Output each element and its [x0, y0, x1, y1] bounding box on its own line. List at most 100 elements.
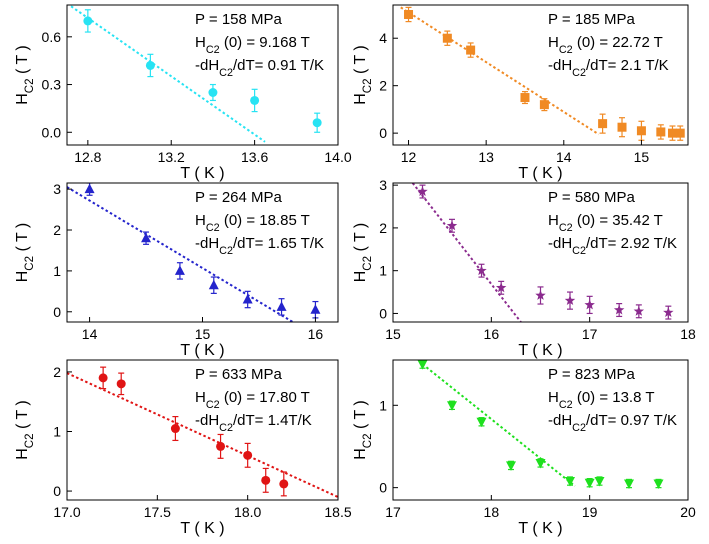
data-point: [613, 304, 625, 315]
data-point: [243, 450, 253, 460]
annotation-3: -dHC2/dT= 0.97 T/K: [548, 412, 677, 434]
annotation-3: -dHC2/dT= 2.92 T/K: [548, 235, 677, 257]
x-axis-title: T ( K ): [518, 520, 562, 537]
annotation-2: HC2 (0) = 17.80 T: [195, 389, 310, 411]
data-point: [276, 301, 287, 311]
panel-5: 17.0 17.5 18.0 18.5 0 1 2 T ( K ) HC2 ( T ) P = 6…: [14, 359, 352, 537]
data-point: [116, 379, 126, 389]
panel-3: 14 15 16 0 1 2 3 T ( K ) HC2 ( T ) P = 264 MPa HC2…: [14, 181, 339, 359]
data-point: [404, 9, 414, 19]
y-tick-label: 0: [379, 125, 387, 141]
data-point: [636, 126, 646, 136]
data-point: [208, 88, 218, 97]
x-axis-title: T ( K ): [180, 342, 224, 359]
data-point: [466, 45, 476, 55]
panel-2: 12 13 14 15 0 2 4 T ( K ) HC2 ( T ) P = 185 MPa HC…: [352, 4, 689, 182]
x-tick-label: 14: [556, 149, 572, 165]
annotation-2: HC2 (0) = 13.8 T: [548, 389, 655, 411]
y-tick-label: 2: [53, 364, 61, 380]
x-tick-label: 18: [680, 326, 696, 342]
data-point: [476, 265, 487, 276]
annotation-2: HC2 (0) = 35.42 T: [548, 212, 663, 234]
y-axis-title: HC2 ( T ): [14, 223, 36, 282]
y-tick-label: 0.0: [42, 124, 62, 140]
plot-frame: [392, 182, 689, 323]
data-point: [261, 475, 271, 485]
data-point: [447, 401, 457, 411]
annotation-1: P = 185 MPa: [548, 11, 636, 28]
y-tick-label: 1: [53, 423, 61, 439]
y-tick-label: 0.3: [42, 77, 62, 93]
y-tick-label: 0: [379, 480, 387, 496]
x-axis-title: T ( K ): [518, 165, 562, 182]
x-tick-label: 12.8: [74, 149, 101, 165]
panel-6: 17 18 19 20 0 1 T ( K ) HC2 ( T ) P = 823 MPa HC2…: [352, 359, 696, 537]
y-axis-title: HC2 ( T ): [14, 400, 36, 459]
x-tick-label: 13.2: [158, 149, 185, 165]
annotation-2: HC2 (0) = 18.85 T: [195, 212, 310, 234]
x-tick-label: 15: [385, 326, 401, 342]
plot-frame: [392, 359, 689, 501]
x-tick-label: 17: [385, 504, 401, 520]
x-axis-title: T ( K ): [180, 520, 224, 537]
plot-frame: [392, 4, 689, 146]
y-tick-label: 1: [379, 263, 387, 279]
x-tick-label: 13: [478, 149, 494, 165]
plot-frame: [66, 359, 339, 501]
data-point: [506, 461, 516, 471]
x-tick-label: 18.0: [234, 504, 261, 520]
panel-1: 12.8 13.2 13.6 14.0 0.0 0.3 0.6 T ( K ) HC2 ( T …: [14, 4, 352, 182]
y-tick-label: 0.6: [42, 29, 62, 45]
annotation-3: -dHC2/dT= 0.91 T/K: [195, 57, 324, 79]
data-point: [141, 232, 152, 243]
x-tick-label: 16: [308, 326, 324, 342]
annotation-2: HC2 (0) = 9.168 T: [195, 34, 310, 56]
data-point: [584, 478, 595, 489]
data-point: [83, 16, 93, 26]
data-point: [633, 305, 645, 316]
data-point: [565, 477, 575, 487]
data-point: [446, 220, 458, 231]
data-point: [675, 128, 685, 138]
data-point: [84, 183, 95, 194]
data-point: [216, 441, 226, 451]
fit-line: [411, 183, 522, 322]
y-tick-label: 3: [379, 177, 387, 193]
data-point: [667, 128, 677, 138]
data-point: [170, 424, 180, 434]
y-axis-title: HC2 ( T ): [14, 45, 36, 104]
y-tick-label: 3: [53, 181, 61, 197]
x-tick-label: 20: [680, 504, 696, 520]
fit-line: [67, 186, 294, 322]
y-axis-title: HC2 ( T ): [352, 223, 374, 282]
x-tick-label: 15: [634, 149, 650, 165]
plot-frame: [66, 4, 339, 146]
y-axis-title: HC2 ( T ): [352, 45, 374, 104]
y-tick-label: 2: [379, 220, 387, 236]
data-point: [495, 282, 507, 293]
annotation-1: P = 158 MPa: [195, 11, 283, 28]
x-axis-title: T ( K ): [518, 342, 562, 359]
data-point: [656, 127, 666, 137]
data-point: [208, 279, 219, 290]
annotation-1: P = 823 MPa: [548, 366, 636, 383]
data-point: [312, 118, 322, 128]
x-tick-label: 17.5: [144, 504, 171, 520]
data-point: [242, 294, 253, 304]
data-point: [250, 95, 260, 105]
data-point: [310, 304, 321, 314]
x-tick-label: 18.5: [324, 504, 351, 520]
data-point: [98, 373, 108, 383]
annotation-3: -dHC2/dT= 2.1 T/K: [548, 57, 669, 79]
data-point: [417, 186, 428, 196]
y-tick-label: 2: [379, 78, 387, 94]
data-point: [442, 33, 452, 43]
y-tick-label: 0: [53, 483, 61, 499]
data-point: [417, 360, 428, 370]
x-axis-title: T ( K ): [180, 165, 224, 182]
data-point: [476, 417, 487, 428]
data-point: [520, 93, 530, 103]
x-tick-label: 13.6: [241, 149, 268, 165]
fit-line: [67, 5, 266, 143]
